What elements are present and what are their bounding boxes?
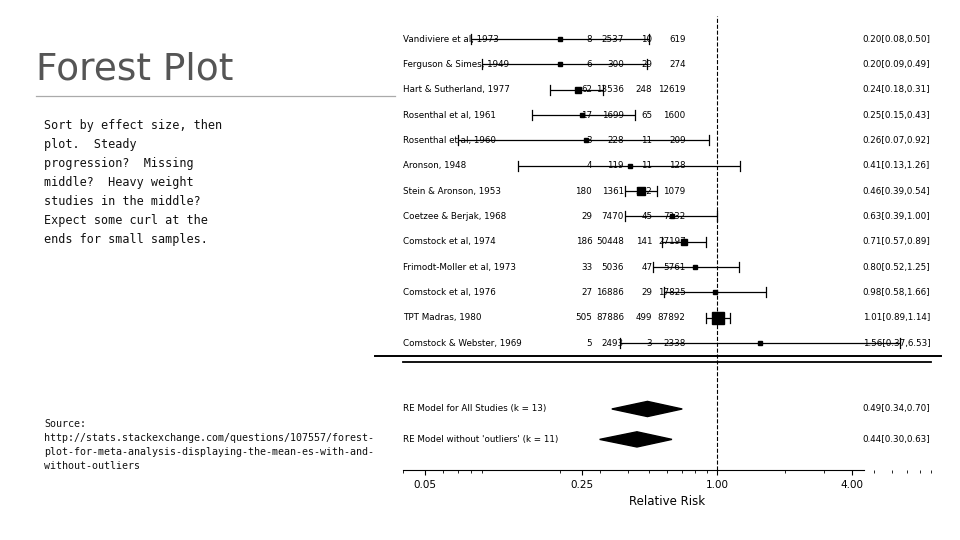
Text: 0.24[0.18,0.31]: 0.24[0.18,0.31]: [862, 85, 930, 94]
Text: Rosenthal et al, 1961: Rosenthal et al, 1961: [403, 111, 496, 119]
Text: 5036: 5036: [602, 262, 624, 272]
Text: 0.41[0.13,1.26]: 0.41[0.13,1.26]: [862, 161, 930, 170]
Text: 7232: 7232: [663, 212, 685, 221]
Text: 29: 29: [641, 288, 653, 297]
Text: 8: 8: [587, 35, 592, 44]
Text: 45: 45: [641, 212, 653, 221]
Text: 65: 65: [641, 111, 653, 119]
X-axis label: Relative Risk: Relative Risk: [629, 495, 706, 508]
Text: 274: 274: [669, 60, 685, 69]
Text: Stein & Aronson, 1953: Stein & Aronson, 1953: [403, 186, 501, 195]
Text: RE Model for All Studies (k = 13): RE Model for All Studies (k = 13): [403, 404, 546, 414]
Text: 2537: 2537: [602, 35, 624, 44]
Text: 372: 372: [636, 186, 653, 195]
Text: 300: 300: [607, 60, 624, 69]
Text: Sort by effect size, then
plot.  Steady
progression?  Missing
middle?  Heavy wei: Sort by effect size, then plot. Steady p…: [44, 119, 223, 246]
Text: Aronson, 1948: Aronson, 1948: [403, 161, 467, 170]
Text: Forest Plot: Forest Plot: [36, 52, 233, 87]
Text: 6: 6: [587, 60, 592, 69]
Text: 209: 209: [669, 136, 685, 145]
Text: Frimodt-Moller et al, 1973: Frimodt-Moller et al, 1973: [403, 262, 516, 272]
Polygon shape: [612, 401, 683, 416]
Text: 505: 505: [575, 313, 592, 322]
Text: 16886: 16886: [596, 288, 624, 297]
Text: Source:
http://stats.stackexchange.com/questions/107557/forest-
plot-for-meta-an: Source: http://stats.stackexchange.com/q…: [44, 419, 374, 471]
Text: 1079: 1079: [663, 186, 685, 195]
Text: 5761: 5761: [663, 262, 685, 272]
Text: 0.46[0.39,0.54]: 0.46[0.39,0.54]: [862, 186, 930, 195]
Text: 11: 11: [641, 161, 653, 170]
Text: 2493: 2493: [602, 339, 624, 348]
Text: Comstock et al, 1976: Comstock et al, 1976: [403, 288, 496, 297]
Text: 10: 10: [641, 35, 653, 44]
Text: 33: 33: [581, 262, 592, 272]
Text: 0.44[0.30,0.63]: 0.44[0.30,0.63]: [862, 435, 930, 444]
Text: 12619: 12619: [659, 85, 685, 94]
Text: 1361: 1361: [602, 186, 624, 195]
Text: 7470: 7470: [602, 212, 624, 221]
Text: Comstock et al, 1974: Comstock et al, 1974: [403, 237, 496, 246]
Text: 50448: 50448: [596, 237, 624, 246]
Text: 87886: 87886: [596, 313, 624, 322]
Text: 17: 17: [581, 111, 592, 119]
Text: 27197: 27197: [658, 237, 685, 246]
Text: 4: 4: [587, 161, 592, 170]
Text: 1600: 1600: [663, 111, 685, 119]
Text: 2338: 2338: [663, 339, 685, 348]
Text: Ferguson & Simes, 1949: Ferguson & Simes, 1949: [403, 60, 510, 69]
Text: 11: 11: [641, 136, 653, 145]
Text: 27: 27: [581, 288, 592, 297]
Text: 0.98[0.58,1.66]: 0.98[0.58,1.66]: [862, 288, 930, 297]
Text: 29: 29: [641, 60, 653, 69]
Text: 0.80[0.52,1.25]: 0.80[0.52,1.25]: [862, 262, 930, 272]
Text: Hart & Sutherland, 1977: Hart & Sutherland, 1977: [403, 85, 510, 94]
Text: 5: 5: [587, 339, 592, 348]
Text: 0.49[0.34,0.70]: 0.49[0.34,0.70]: [862, 404, 930, 414]
Text: 228: 228: [608, 136, 624, 145]
Text: 0.20[0.08,0.50]: 0.20[0.08,0.50]: [862, 35, 930, 44]
Text: Rosenthal et al, 1960: Rosenthal et al, 1960: [403, 136, 496, 145]
Text: 499: 499: [636, 313, 653, 322]
Text: Vandiviere et al, 1973: Vandiviere et al, 1973: [403, 35, 499, 44]
Text: 17825: 17825: [658, 288, 685, 297]
Text: 62: 62: [581, 85, 592, 94]
Text: TPT Madras, 1980: TPT Madras, 1980: [403, 313, 482, 322]
Text: 1.01[0.89,1.14]: 1.01[0.89,1.14]: [862, 313, 930, 322]
Text: 87892: 87892: [658, 313, 685, 322]
Text: 47: 47: [641, 262, 653, 272]
Text: 1699: 1699: [602, 111, 624, 119]
Text: 0.25[0.15,0.43]: 0.25[0.15,0.43]: [862, 111, 930, 119]
Text: 1.56[0.37,6.53]: 1.56[0.37,6.53]: [862, 339, 930, 348]
Text: 119: 119: [608, 161, 624, 170]
Text: RE Model without 'outliers' (k = 11): RE Model without 'outliers' (k = 11): [403, 435, 559, 444]
Text: 180: 180: [575, 186, 592, 195]
Text: 248: 248: [636, 85, 653, 94]
Text: 3: 3: [647, 339, 653, 348]
Text: 3: 3: [587, 136, 592, 145]
Text: 619: 619: [669, 35, 685, 44]
Text: 0.20[0.09,0.49]: 0.20[0.09,0.49]: [862, 60, 930, 69]
Text: 13536: 13536: [596, 85, 624, 94]
Text: 128: 128: [669, 161, 685, 170]
Text: 0.26[0.07,0.92]: 0.26[0.07,0.92]: [862, 136, 930, 145]
Text: Coetzee & Berjak, 1968: Coetzee & Berjak, 1968: [403, 212, 507, 221]
Text: 0.63[0.39,1.00]: 0.63[0.39,1.00]: [862, 212, 930, 221]
Text: Comstock & Webster, 1969: Comstock & Webster, 1969: [403, 339, 522, 348]
Text: 141: 141: [636, 237, 653, 246]
Text: 29: 29: [581, 212, 592, 221]
Text: 0.71[0.57,0.89]: 0.71[0.57,0.89]: [862, 237, 930, 246]
Text: 186: 186: [576, 237, 592, 246]
Polygon shape: [600, 432, 672, 447]
